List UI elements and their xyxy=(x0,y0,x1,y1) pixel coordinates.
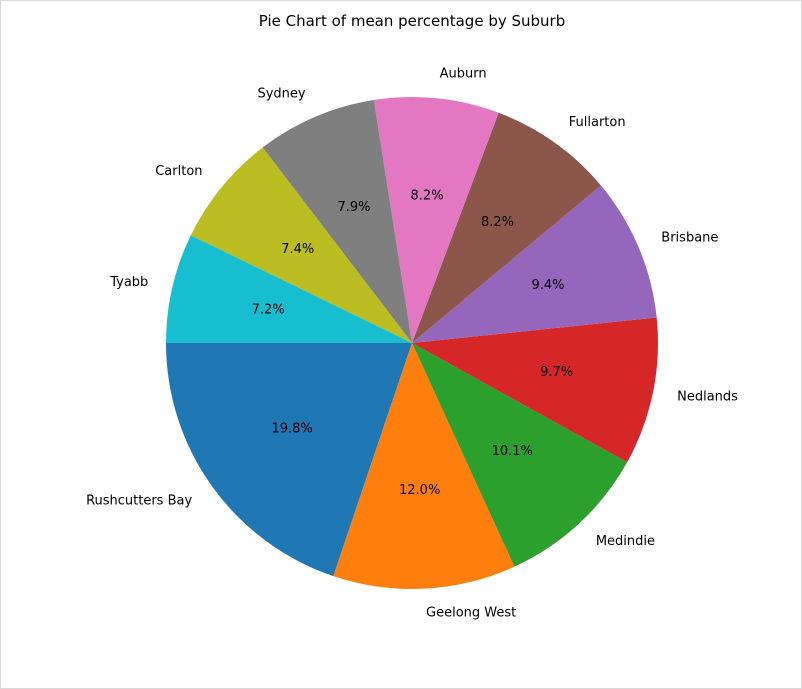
slice-category-label: Fullarton xyxy=(569,115,626,130)
slice-percent-label: 8.2% xyxy=(411,189,444,204)
pie-slice xyxy=(166,235,412,343)
slice-category-label: Carlton xyxy=(155,164,202,179)
pie-slice xyxy=(412,317,659,463)
slice-percent-label: 9.4% xyxy=(531,278,564,293)
slice-category-label: Auburn xyxy=(440,66,487,81)
pie-slice xyxy=(166,343,412,577)
pie-slice xyxy=(412,343,628,567)
slice-percent-label: 19.8% xyxy=(271,422,312,437)
pie-slice xyxy=(262,99,412,343)
pie-slice xyxy=(333,343,515,589)
slice-category-label: Rushcutters Bay xyxy=(86,493,192,508)
pie-labels: 19.8% Rushcutters Bay 12.0% Geelong West 10.… xyxy=(86,66,738,620)
slice-percent-label: 10.1% xyxy=(492,444,533,459)
slice-percent-label: 9.7% xyxy=(540,365,573,380)
slice-category-label: Nedlands xyxy=(677,390,738,405)
slice-percent-label: 7.2% xyxy=(252,302,285,317)
slice-percent-label: 7.9% xyxy=(337,200,370,215)
slice-percent-label: 7.4% xyxy=(281,242,314,257)
slice-category-label: Sydney xyxy=(257,87,305,102)
pie-slice xyxy=(412,112,601,343)
slice-category-label: Geelong West xyxy=(426,606,516,621)
slice-percent-label: 8.2% xyxy=(481,215,514,230)
pie-slices xyxy=(166,96,659,589)
pie-slice xyxy=(190,147,412,343)
slice-category-label: Brisbane xyxy=(661,230,718,245)
slice-category-label: Medindie xyxy=(596,534,655,549)
slice-category-label: Tyabb xyxy=(109,275,148,290)
pie-slice xyxy=(412,185,657,343)
chart-title: Pie Chart of mean percentage by Suburb xyxy=(259,12,565,30)
pie-slice xyxy=(373,96,499,343)
slice-percent-label: 12.0% xyxy=(399,483,440,498)
